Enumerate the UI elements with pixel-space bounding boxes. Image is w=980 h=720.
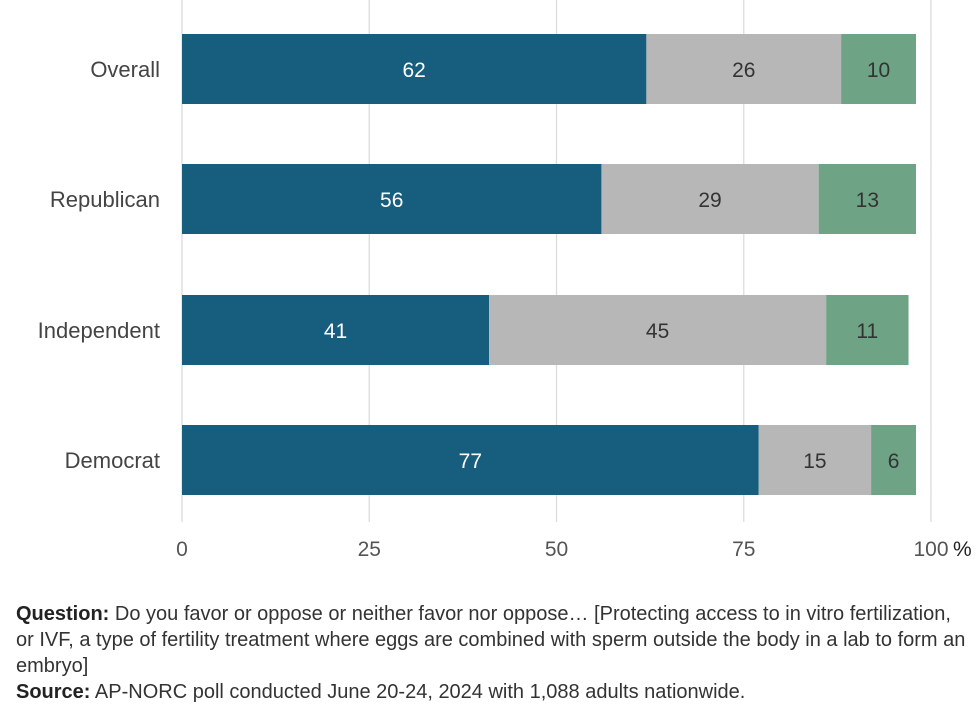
x-tick-label: 100: [913, 538, 948, 561]
bar-segment: [826, 295, 909, 365]
category-label: Democrat: [65, 448, 160, 473]
x-axis-unit: %: [953, 538, 972, 561]
x-tick-label: 0: [176, 538, 188, 561]
bar-segment: [182, 34, 647, 104]
data-label: 6: [888, 450, 900, 473]
source-text: AP-NORC poll conducted June 20-24, 2024 …: [90, 681, 746, 703]
bar-segment: [818, 164, 917, 234]
data-label: 62: [403, 59, 426, 82]
bar-segment: [841, 34, 917, 104]
data-label: 11: [856, 320, 878, 343]
data-label: 45: [646, 320, 669, 343]
stacked-bar-chart: 0 25 50 75 100 % Overall 62 26 10 Republican 56 29 13…: [38, 0, 972, 561]
bar-segment: [646, 34, 842, 104]
chart-footer: Question: Do you favor or oppose or neit…: [16, 601, 966, 705]
bar-segment: [182, 164, 602, 234]
bar-segment: [182, 425, 759, 495]
question-text: Do you favor or oppose or neither favor …: [16, 603, 966, 677]
bar-segment: [758, 425, 872, 495]
data-label: 10: [867, 59, 890, 82]
data-label: 29: [698, 189, 721, 212]
data-label: 13: [856, 189, 879, 212]
bar-segment: [489, 295, 827, 365]
category-label: Republican: [50, 187, 160, 212]
data-label: 26: [732, 59, 755, 82]
data-label: 15: [803, 450, 826, 473]
bar-segment: [182, 295, 490, 365]
source-note: Source: AP-NORC poll conducted June 20-2…: [16, 679, 966, 705]
x-tick-label: 75: [732, 538, 755, 561]
data-label: 56: [380, 189, 403, 212]
bar-segment: [601, 164, 819, 234]
labels: 0 25 50 75 100 % Overall 62 26 10 Republican 56 29 13…: [38, 57, 972, 561]
bars: [182, 34, 917, 495]
data-label: 41: [324, 320, 347, 343]
bar-segment: [871, 425, 917, 495]
data-label: 77: [459, 450, 482, 473]
source-label: Source:: [16, 681, 91, 703]
x-tick-label: 25: [358, 538, 381, 561]
question-note: Question: Do you favor or oppose or neit…: [16, 601, 966, 679]
x-tick-label: 50: [545, 538, 568, 561]
category-label: Independent: [38, 318, 160, 343]
question-label: Question:: [16, 603, 110, 625]
category-label: Overall: [90, 57, 160, 82]
